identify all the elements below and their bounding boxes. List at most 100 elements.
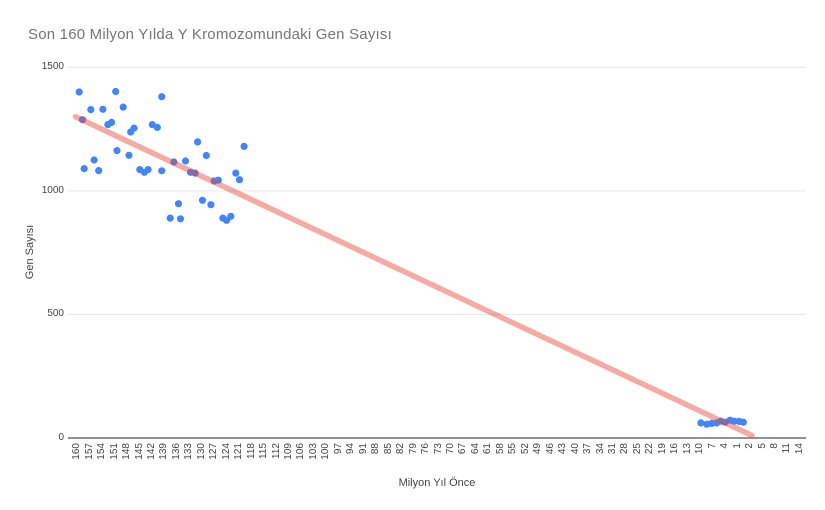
data-point[interactable] bbox=[739, 418, 747, 426]
data-point[interactable] bbox=[232, 169, 240, 177]
data-point[interactable] bbox=[174, 200, 183, 208]
x-tick-label: 79 bbox=[407, 443, 419, 455]
x-tick-label: 55 bbox=[507, 443, 519, 455]
data-point[interactable] bbox=[240, 142, 248, 150]
data-point[interactable] bbox=[214, 176, 222, 184]
x-tick-label: 130 bbox=[195, 443, 207, 460]
x-tick-label: 34 bbox=[594, 443, 606, 455]
x-tick-label: 10 bbox=[694, 443, 706, 455]
x-tick-label: 5 bbox=[756, 443, 768, 449]
x-tick-label: 76 bbox=[420, 443, 432, 455]
x-tick-label: 118 bbox=[245, 443, 257, 459]
data-point[interactable] bbox=[158, 167, 166, 175]
x-tick-label: 64 bbox=[469, 443, 481, 455]
x-tick-label: 91 bbox=[357, 443, 369, 455]
x-tick-label: 11 bbox=[781, 443, 793, 454]
data-point[interactable] bbox=[90, 156, 98, 164]
x-tick-label: 157 bbox=[83, 443, 95, 460]
x-tick-label: 154 bbox=[96, 443, 108, 460]
data-point[interactable] bbox=[95, 167, 103, 175]
data-point[interactable] bbox=[113, 147, 121, 155]
x-tick-label: 8 bbox=[768, 443, 780, 449]
x-tick-label: 94 bbox=[345, 443, 357, 455]
x-tick-label: 19 bbox=[656, 443, 668, 455]
data-point[interactable] bbox=[170, 158, 178, 166]
data-point[interactable] bbox=[176, 215, 185, 223]
x-tick-label: 22 bbox=[644, 443, 656, 455]
x-tick-label: 112 bbox=[270, 443, 282, 459]
data-point[interactable] bbox=[75, 88, 83, 96]
data-point[interactable] bbox=[181, 157, 190, 165]
x-tick-label: 115 bbox=[258, 443, 270, 459]
x-tick-label: 67 bbox=[457, 443, 469, 455]
data-point[interactable] bbox=[119, 103, 127, 111]
x-tick-label: 121 bbox=[233, 443, 245, 460]
x-tick-label: 2 bbox=[744, 443, 756, 449]
data-point[interactable] bbox=[194, 138, 202, 146]
data-point[interactable] bbox=[112, 87, 120, 96]
data-point[interactable] bbox=[108, 118, 116, 126]
data-point[interactable] bbox=[125, 151, 133, 159]
data-point[interactable] bbox=[99, 105, 107, 113]
data-point[interactable] bbox=[207, 201, 215, 209]
x-tick-label: 28 bbox=[619, 443, 631, 455]
data-point[interactable] bbox=[80, 165, 88, 173]
data-point[interactable] bbox=[153, 123, 161, 131]
data-point[interactable] bbox=[202, 151, 210, 160]
x-tick-label: 139 bbox=[158, 443, 170, 460]
data-point[interactable] bbox=[191, 169, 199, 177]
data-point[interactable] bbox=[144, 166, 152, 174]
x-tick-label: 31 bbox=[606, 443, 618, 455]
x-tick-label: 14 bbox=[793, 443, 805, 455]
data-point[interactable] bbox=[127, 128, 135, 136]
x-tick-label: 43 bbox=[557, 443, 569, 455]
x-tick-label: 52 bbox=[519, 443, 531, 455]
x-tick-label: 106 bbox=[295, 443, 307, 460]
x-tick-label: 7 bbox=[706, 443, 718, 449]
x-tick-label: 103 bbox=[307, 443, 319, 460]
x-tick-label: 127 bbox=[208, 443, 220, 460]
x-tick-label: 145 bbox=[133, 443, 145, 460]
x-tick-label: 40 bbox=[569, 443, 581, 455]
x-tick-label: 82 bbox=[395, 443, 407, 455]
x-tick-label: 88 bbox=[370, 443, 382, 455]
trendline[interactable] bbox=[72, 113, 755, 439]
x-tick-label: 151 bbox=[108, 443, 120, 460]
data-point[interactable] bbox=[87, 106, 95, 114]
data-point[interactable] bbox=[166, 214, 174, 222]
chart-title: Son 160 Milyon Yılda Y Kromozomundaki Ge… bbox=[28, 26, 392, 43]
data-point[interactable] bbox=[697, 419, 705, 427]
data-point[interactable] bbox=[78, 116, 87, 124]
y-tick-label: 0 bbox=[58, 432, 64, 443]
data-point[interactable] bbox=[158, 93, 166, 101]
x-tick-label: 100 bbox=[320, 443, 332, 460]
x-tick-label: 70 bbox=[445, 443, 456, 455]
x-tick-label: 160 bbox=[71, 443, 83, 460]
y-tick-label: 500 bbox=[47, 308, 64, 320]
x-tick-label: 25 bbox=[631, 443, 643, 455]
x-tick-label: 97 bbox=[332, 443, 344, 455]
x-tick-label: 46 bbox=[544, 443, 556, 455]
x-tick-label: 133 bbox=[183, 443, 195, 460]
y-tick-label: 1000 bbox=[41, 184, 64, 196]
x-tick-label: 4 bbox=[719, 443, 731, 449]
data-point[interactable] bbox=[227, 212, 235, 220]
x-tick-label: 37 bbox=[582, 443, 594, 455]
x-tick-label: 73 bbox=[432, 443, 444, 455]
x-axis-title: Milyon Yıl Önce bbox=[398, 477, 476, 489]
x-tick-label: 58 bbox=[494, 443, 506, 455]
x-tick-label: 16 bbox=[669, 443, 681, 455]
y-tick-label: 1500 bbox=[41, 61, 64, 73]
x-tick-label: 61 bbox=[482, 443, 494, 455]
data-point[interactable] bbox=[235, 176, 244, 184]
x-tick-label: 136 bbox=[170, 443, 182, 460]
x-tick-label: 124 bbox=[220, 443, 232, 460]
data-point[interactable] bbox=[198, 196, 207, 204]
x-tick-label: 148 bbox=[121, 443, 133, 460]
x-tick-label: 109 bbox=[283, 443, 295, 460]
x-tick-label: 13 bbox=[681, 443, 693, 455]
x-tick-label: 1 bbox=[731, 443, 743, 449]
x-tick-label: 85 bbox=[382, 443, 394, 455]
